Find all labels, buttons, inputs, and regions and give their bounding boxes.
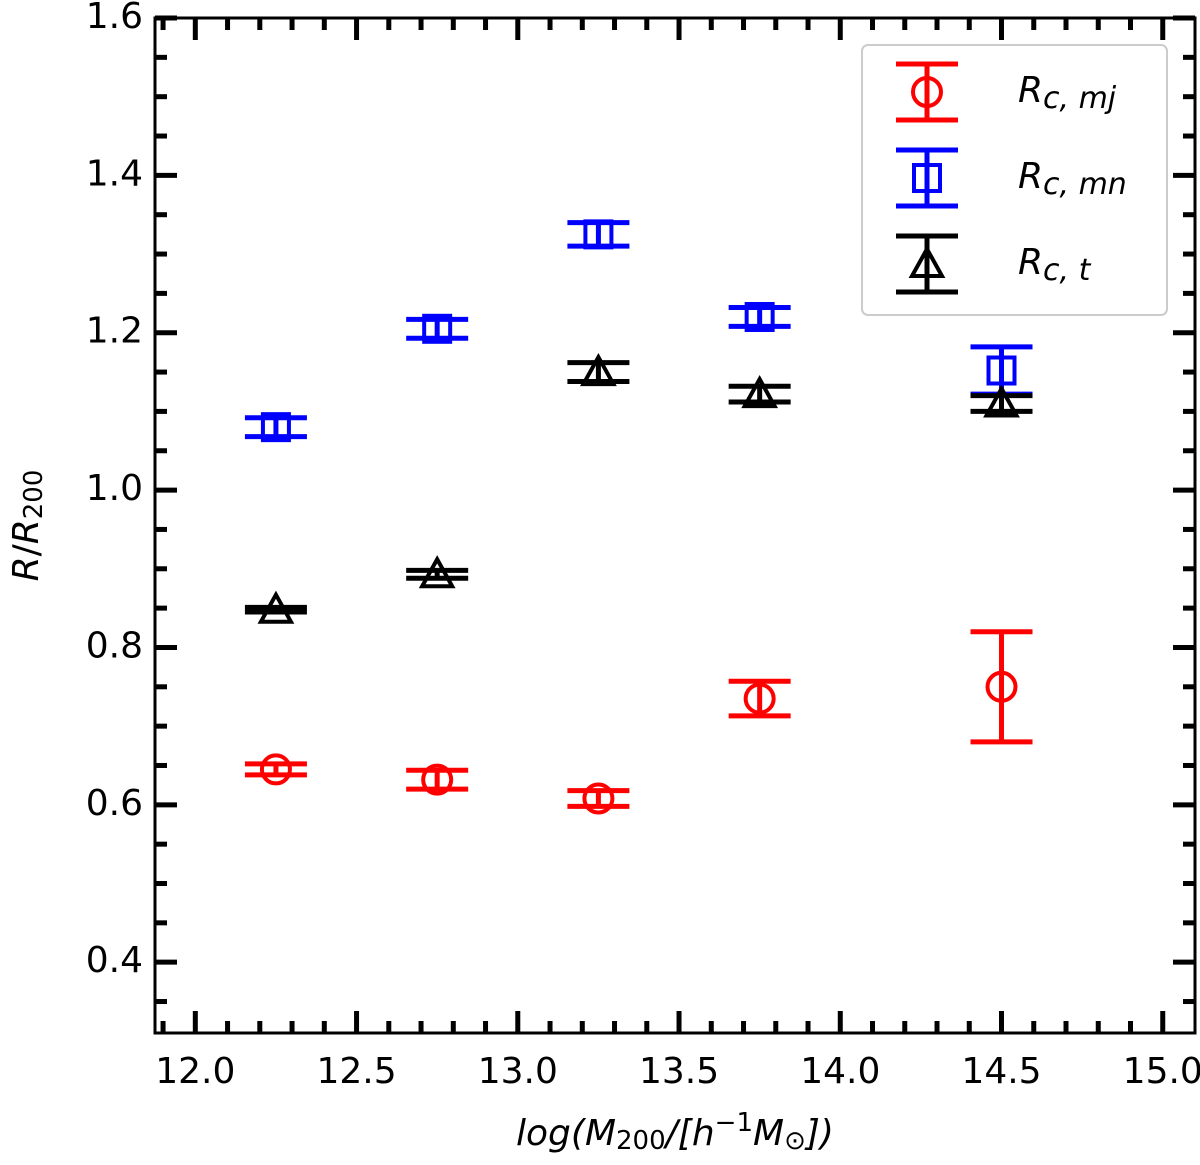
x-axis-label-part: ]): [804, 1113, 834, 1154]
marker: [744, 301, 775, 332]
x-tick-label: 12.5: [316, 1051, 396, 1092]
marker: [743, 682, 776, 715]
y-tick-label: 0.8: [86, 625, 143, 666]
x-axis-label-part: −1: [715, 1108, 753, 1138]
marker: [580, 352, 617, 387]
y-axis-label-part: 200: [19, 470, 49, 520]
legend-label-sub: c, mn: [1043, 167, 1127, 202]
legend-label: Rc, t: [1018, 242, 1092, 288]
marker: [985, 670, 1018, 703]
marker: [421, 763, 454, 796]
x-axis-label-part: 200: [616, 1126, 666, 1156]
marker: [908, 244, 946, 278]
x-axis-label-part: log(M: [516, 1113, 616, 1154]
x-axis-label-part: ⊙: [784, 1126, 806, 1156]
legend-box: [861, 44, 1168, 316]
marker: [259, 753, 292, 786]
legend-label-sub: c, t: [1043, 253, 1092, 288]
marker: [986, 355, 1017, 386]
legend-label-main: R: [1018, 156, 1043, 197]
marker: [983, 384, 1020, 418]
marker: [583, 219, 614, 250]
y-axis-label-part: R: [6, 556, 47, 581]
legend-label: Rc, mj: [1018, 70, 1117, 116]
x-tick-label: 12.0: [155, 1051, 235, 1092]
y-axis-label-part: /: [6, 543, 47, 556]
y-tick-label: 1.6: [86, 0, 143, 37]
x-tick-label: 15.0: [1123, 1051, 1200, 1092]
y-axis-label: R/R200: [6, 470, 49, 582]
y-axis-label-part: R: [6, 519, 47, 544]
legend-label-main: R: [1018, 242, 1043, 283]
marker: [911, 76, 943, 108]
y-tick-label: 1.4: [86, 153, 143, 194]
x-axis-label-part: h: [692, 1113, 715, 1154]
x-axis-label-part: /[: [663, 1113, 694, 1154]
x-tick-label: 14.5: [961, 1051, 1041, 1092]
plot-frame: [153, 16, 1197, 1035]
marker: [260, 412, 291, 443]
y-tick-label: 0.4: [86, 940, 143, 981]
x-tick-label: 13.0: [478, 1051, 558, 1092]
y-tick-label: 0.6: [86, 783, 143, 824]
marker: [912, 163, 942, 193]
legend-label-sub: c, mj: [1043, 81, 1117, 116]
x-axis-label-part: M: [753, 1113, 784, 1154]
marker: [257, 590, 295, 624]
marker: [582, 782, 615, 815]
marker: [418, 555, 456, 589]
x-axis-label: log(M200/[h−1M⊙]): [516, 1108, 834, 1156]
y-tick-label: 1.0: [86, 468, 143, 509]
legend-label: Rc, mn: [1018, 156, 1127, 202]
legend-label-main: R: [1018, 70, 1043, 111]
marker: [422, 313, 453, 344]
marker: [741, 374, 779, 409]
x-tick-label: 14.0: [800, 1051, 880, 1092]
x-tick-label: 13.5: [639, 1051, 719, 1092]
y-tick-label: 1.2: [86, 311, 143, 352]
